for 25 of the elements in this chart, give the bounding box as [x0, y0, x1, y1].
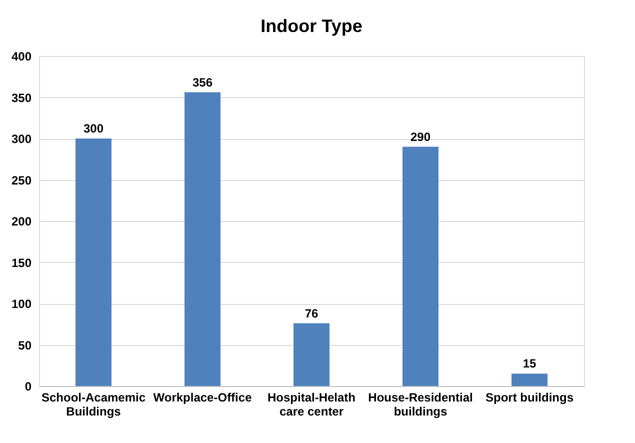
y-tick-label: 0 — [24, 380, 32, 394]
y-tick-label: 100 — [11, 297, 32, 311]
y-tick-label: 150 — [11, 256, 32, 270]
data-label: 290 — [410, 130, 431, 144]
chart-title: Indoor Type — [260, 16, 362, 36]
bar — [76, 138, 112, 386]
y-tick-label: 250 — [11, 173, 32, 188]
x-tick-label: School-Acamemic Buildings — [41, 390, 146, 418]
y-tick-label: 300 — [11, 132, 32, 146]
y-tick-label: 50 — [18, 338, 32, 352]
data-label: 15 — [522, 356, 536, 371]
data-label: 300 — [83, 122, 104, 136]
x-tick-label: Sport buildings — [486, 390, 574, 404]
bar — [184, 92, 220, 386]
data-label: 356 — [192, 75, 213, 90]
bar — [294, 323, 330, 386]
bar — [402, 146, 438, 386]
y-tick-label: 200 — [11, 214, 32, 228]
x-tick-label: Workplace-Office — [153, 390, 252, 404]
y-tick-label: 400 — [11, 50, 32, 64]
x-tick-label: Hospital-Helath care center — [267, 390, 356, 418]
data-label: 76 — [304, 306, 318, 320]
x-tick-label: House-Residential buildings — [368, 390, 473, 418]
y-tick-label: 350 — [11, 90, 32, 105]
bar — [512, 374, 548, 386]
